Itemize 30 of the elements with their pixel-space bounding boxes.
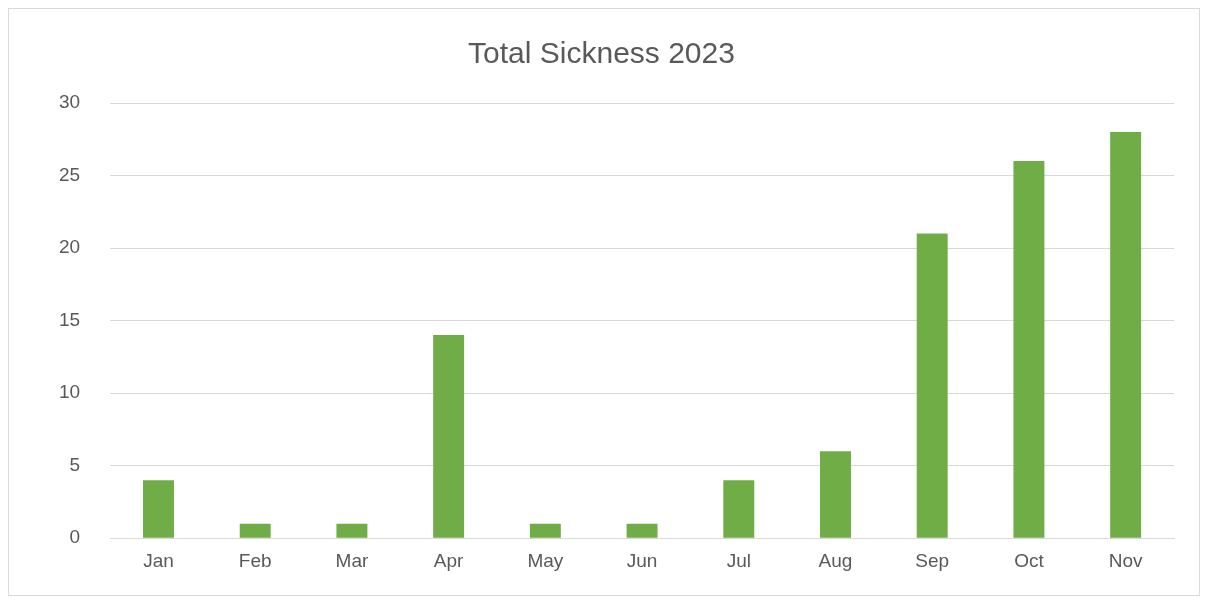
x-tick-label: Jun bbox=[626, 549, 658, 571]
bar bbox=[239, 523, 271, 538]
bar bbox=[529, 523, 561, 538]
bar bbox=[1013, 161, 1045, 538]
bar bbox=[626, 523, 658, 538]
x-tick-label: Oct bbox=[1014, 549, 1045, 571]
x-tick-label: May bbox=[527, 549, 564, 571]
x-tick-label: Sep bbox=[915, 549, 950, 571]
y-tick-label: 0 bbox=[69, 526, 81, 548]
y-tick-label: 5 bbox=[69, 453, 81, 475]
x-tick-label: Jul bbox=[726, 549, 751, 571]
x-tick-label: Jan bbox=[143, 549, 174, 571]
y-tick-label: 30 bbox=[58, 91, 81, 113]
x-tick-label: Apr bbox=[433, 549, 465, 571]
bar bbox=[433, 335, 465, 538]
chart-title: Total Sickness 2023 bbox=[468, 36, 735, 70]
bar bbox=[916, 233, 948, 538]
x-tick-label: Feb bbox=[238, 549, 272, 571]
x-tick-label: Nov bbox=[1108, 549, 1144, 571]
bar bbox=[820, 451, 851, 538]
x-tick-label: Mar bbox=[335, 549, 369, 571]
y-tick-label: 20 bbox=[58, 236, 81, 258]
bar bbox=[1110, 132, 1142, 538]
bar bbox=[723, 480, 755, 538]
bar bbox=[143, 480, 174, 538]
x-tick-label: Aug bbox=[818, 549, 853, 571]
y-tick-label: 15 bbox=[58, 308, 81, 330]
y-tick-label: 10 bbox=[58, 381, 81, 403]
y-tick-label: 25 bbox=[58, 163, 81, 185]
bar bbox=[336, 523, 368, 538]
